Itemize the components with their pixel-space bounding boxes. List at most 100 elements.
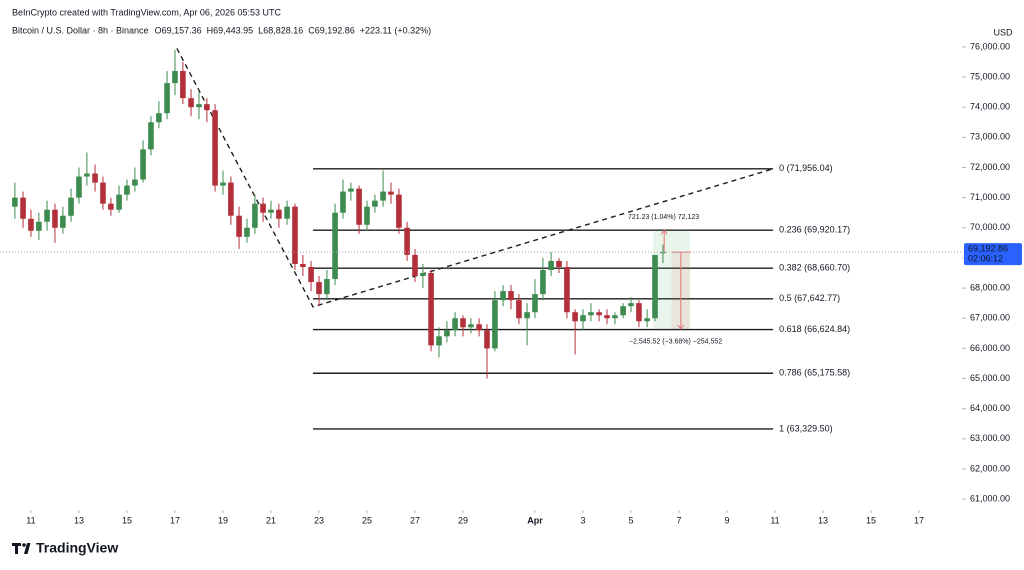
y-tick-label: 70,000.00	[970, 222, 1010, 232]
measure-arrowhead	[677, 324, 685, 330]
candle-body	[596, 312, 602, 316]
y-tick-label: 74,000.00	[970, 102, 1010, 112]
candle-body	[236, 215, 242, 237]
candle-body	[628, 303, 634, 307]
candle-body	[20, 197, 26, 219]
header: BeInCrypto created with TradingView.com,…	[12, 7, 281, 17]
candle-body	[268, 209, 274, 213]
candle-body	[468, 324, 474, 328]
price-badge	[964, 243, 1022, 266]
candle-body	[292, 206, 298, 264]
y-tick-label: 71,000.00	[970, 192, 1010, 202]
candle-body	[260, 203, 266, 213]
candle-body	[308, 266, 314, 283]
candle-body	[348, 188, 354, 192]
candle-body	[500, 291, 506, 301]
candle-body	[124, 185, 130, 195]
candle-body	[436, 336, 442, 346]
candle-body	[76, 176, 82, 198]
x-tick-label: 21	[266, 515, 276, 525]
candle-body	[508, 291, 514, 301]
brand: TradingView	[36, 540, 118, 556]
fib-label: 0.382 (68,660.70)	[779, 263, 850, 273]
candle-body	[276, 209, 282, 219]
y-tick-label: 75,000.00	[970, 71, 1010, 81]
x-tick-label: 29	[458, 515, 468, 525]
candle-body	[460, 318, 466, 328]
legend-change: +223.11 (+0.32%)	[360, 25, 431, 35]
countdown: 02:06:12	[968, 253, 1003, 263]
candle-body	[204, 104, 210, 111]
x-tick-label: 23	[314, 515, 324, 525]
legend-symbol: Bitcoin / U.S. Dollar · 8h · Binance	[12, 25, 149, 35]
y-tick-label: 67,000.00	[970, 313, 1010, 323]
candle-body	[428, 273, 434, 346]
candle-body	[188, 98, 194, 108]
fib-label: 0 (71,956.04)	[779, 163, 833, 173]
legend-value: 69,443.95	[213, 25, 253, 35]
x-tick-label: 11	[770, 515, 779, 525]
candle-body	[220, 182, 226, 186]
legend-key: C	[308, 25, 315, 35]
candle-body	[52, 209, 58, 228]
y-tick-label: 73,000.00	[970, 132, 1010, 142]
candle-body	[556, 260, 562, 267]
x-tick-label: 13	[818, 515, 828, 525]
currency: USD	[993, 27, 1013, 37]
legend-value: 68,828.16	[263, 25, 303, 35]
candle-body	[364, 206, 370, 225]
candle-body	[12, 197, 18, 207]
candle-body	[228, 182, 234, 216]
candle-body	[332, 212, 338, 280]
fib-label: 0.5 (67,642.77)	[779, 293, 840, 303]
fib-label: 0.786 (65,175.58)	[779, 368, 850, 378]
x-tick-label: 13	[74, 515, 84, 525]
candle-body	[420, 273, 426, 277]
candle-body	[524, 312, 530, 319]
candle-body	[412, 254, 418, 277]
y-tick-label: 64,000.00	[970, 403, 1010, 413]
fib-label: 0.618 (66,624.84)	[779, 324, 850, 334]
candle-body	[132, 179, 138, 186]
candle-body	[28, 218, 34, 231]
candle-body	[196, 104, 202, 108]
candle-body	[252, 203, 258, 228]
x-tick-label: 3	[581, 515, 586, 525]
y-tick-label: 68,000.00	[970, 282, 1010, 292]
y-tick-label: 76,000.00	[970, 41, 1010, 51]
candle-body	[148, 122, 154, 150]
x-tick-label: 9	[725, 515, 730, 525]
candle-body	[604, 315, 610, 319]
x-tick-label: 27	[410, 515, 420, 525]
candle-body	[572, 312, 578, 322]
candle-body	[540, 270, 546, 295]
candle-body	[484, 330, 490, 349]
candle-body	[116, 194, 122, 210]
legend-value: 69,157.36	[162, 25, 202, 35]
candle-body	[84, 173, 90, 177]
y-tick-label: 62,000.00	[970, 463, 1010, 473]
candle-body	[588, 312, 594, 316]
candle-body	[660, 252, 666, 254]
measure-down-label: −2,545.52 (−3.68%) −254,552	[629, 339, 722, 346]
x-tick-label: 19	[218, 515, 228, 525]
candle-body	[356, 188, 362, 225]
candle-body	[652, 254, 658, 319]
candle-body	[212, 110, 218, 186]
candle-body	[164, 83, 170, 114]
x-tick-label: 17	[914, 515, 924, 525]
candle-body	[324, 279, 330, 295]
candle-body	[636, 303, 642, 322]
x-tick-label: 17	[170, 515, 180, 525]
trendline	[176, 48, 774, 308]
x-tick-label: 15	[866, 515, 876, 525]
x-tick-label: 5	[629, 515, 634, 525]
candle-body	[532, 294, 538, 313]
candle-body	[92, 173, 98, 183]
brand-logo	[12, 543, 31, 554]
candle-body	[644, 318, 650, 322]
fib-label: 0.236 (69,920.17)	[779, 225, 850, 235]
candle-body	[620, 306, 626, 316]
measure-up-label: 721.23 (1.04%) 72,123	[628, 214, 699, 221]
